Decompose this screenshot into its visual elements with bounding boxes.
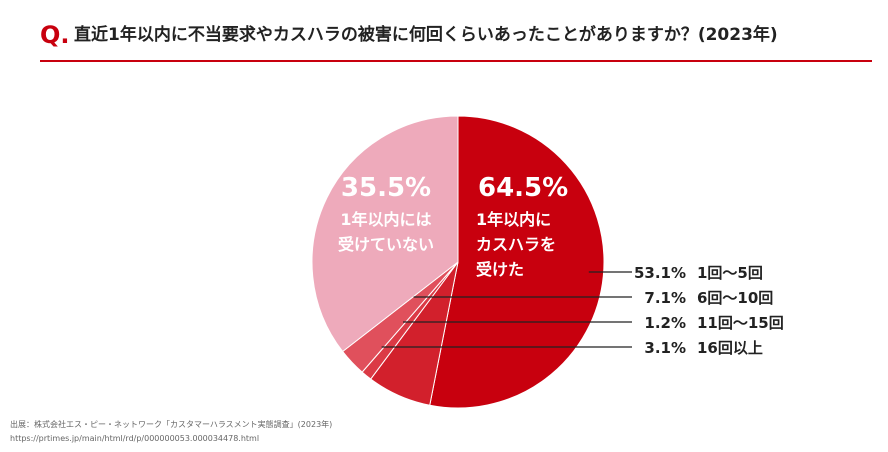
- pie-slice-5: [311, 115, 459, 353]
- question-mark-label: Q.: [40, 21, 70, 49]
- source-url: https://prtimes.jp/main/html/rd/p/000000…: [10, 434, 260, 443]
- group-text-line-2-1: 1年以内には: [340, 210, 431, 229]
- slice-category-label-3: 11回〜15回: [697, 314, 784, 332]
- slice-category-label-4: 16回以上: [697, 339, 763, 357]
- group-text-line-1-3: 受けた: [476, 260, 524, 279]
- slice-value-label-1: 53.1%: [634, 264, 686, 282]
- slice-value-label-3: 1.2%: [644, 314, 686, 332]
- slice-category-label-2: 6回〜10回: [697, 289, 773, 307]
- group-text-line-1-1: 1年以内に: [476, 210, 551, 229]
- group-value-label-2: 35.5%: [341, 173, 431, 203]
- source-note: 出展：株式会社エス・ピー・ネットワーク「カスタマーハラスメント実態調査」(202…: [10, 418, 332, 446]
- source-text: 出展：株式会社エス・ピー・ネットワーク「カスタマーハラスメント実態調査」(202…: [10, 420, 333, 429]
- title-underline: [40, 60, 872, 62]
- chart-header: Q. 直近1年以内に不当要求やカスハラの被害に何回くらいあったことがありますか？…: [40, 20, 872, 50]
- pie-slice-1: [429, 115, 605, 409]
- slice-category-label-1: 1回〜5回: [697, 264, 763, 282]
- group-text-line-2-2: 受けていない: [338, 235, 434, 254]
- group-text-line-1-2: カスハラを: [476, 235, 556, 254]
- slice-value-label-4: 3.1%: [644, 339, 686, 357]
- slice-value-label-2: 7.1%: [644, 289, 686, 307]
- group-value-label-1: 64.5%: [478, 173, 568, 203]
- chart-title: 直近1年以内に不当要求やカスハラの被害に何回くらいあったことがありますか？(20…: [74, 25, 778, 45]
